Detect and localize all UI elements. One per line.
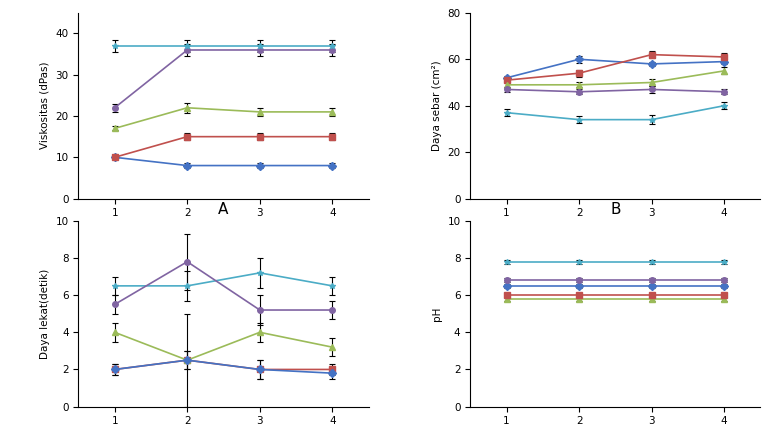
X-axis label: Minggu ke-: Minggu ke- — [579, 224, 652, 237]
Y-axis label: Daya sebar (cm²): Daya sebar (cm²) — [432, 60, 442, 151]
Y-axis label: Viskositas (dPas): Viskositas (dPas) — [40, 62, 50, 149]
Y-axis label: Daya lekat(detik): Daya lekat(detik) — [40, 269, 50, 359]
Text: B: B — [610, 202, 621, 217]
Text: A: A — [218, 202, 229, 217]
Y-axis label: pH: pH — [432, 306, 442, 321]
X-axis label: Minggu ke-: Minggu ke- — [187, 224, 260, 237]
